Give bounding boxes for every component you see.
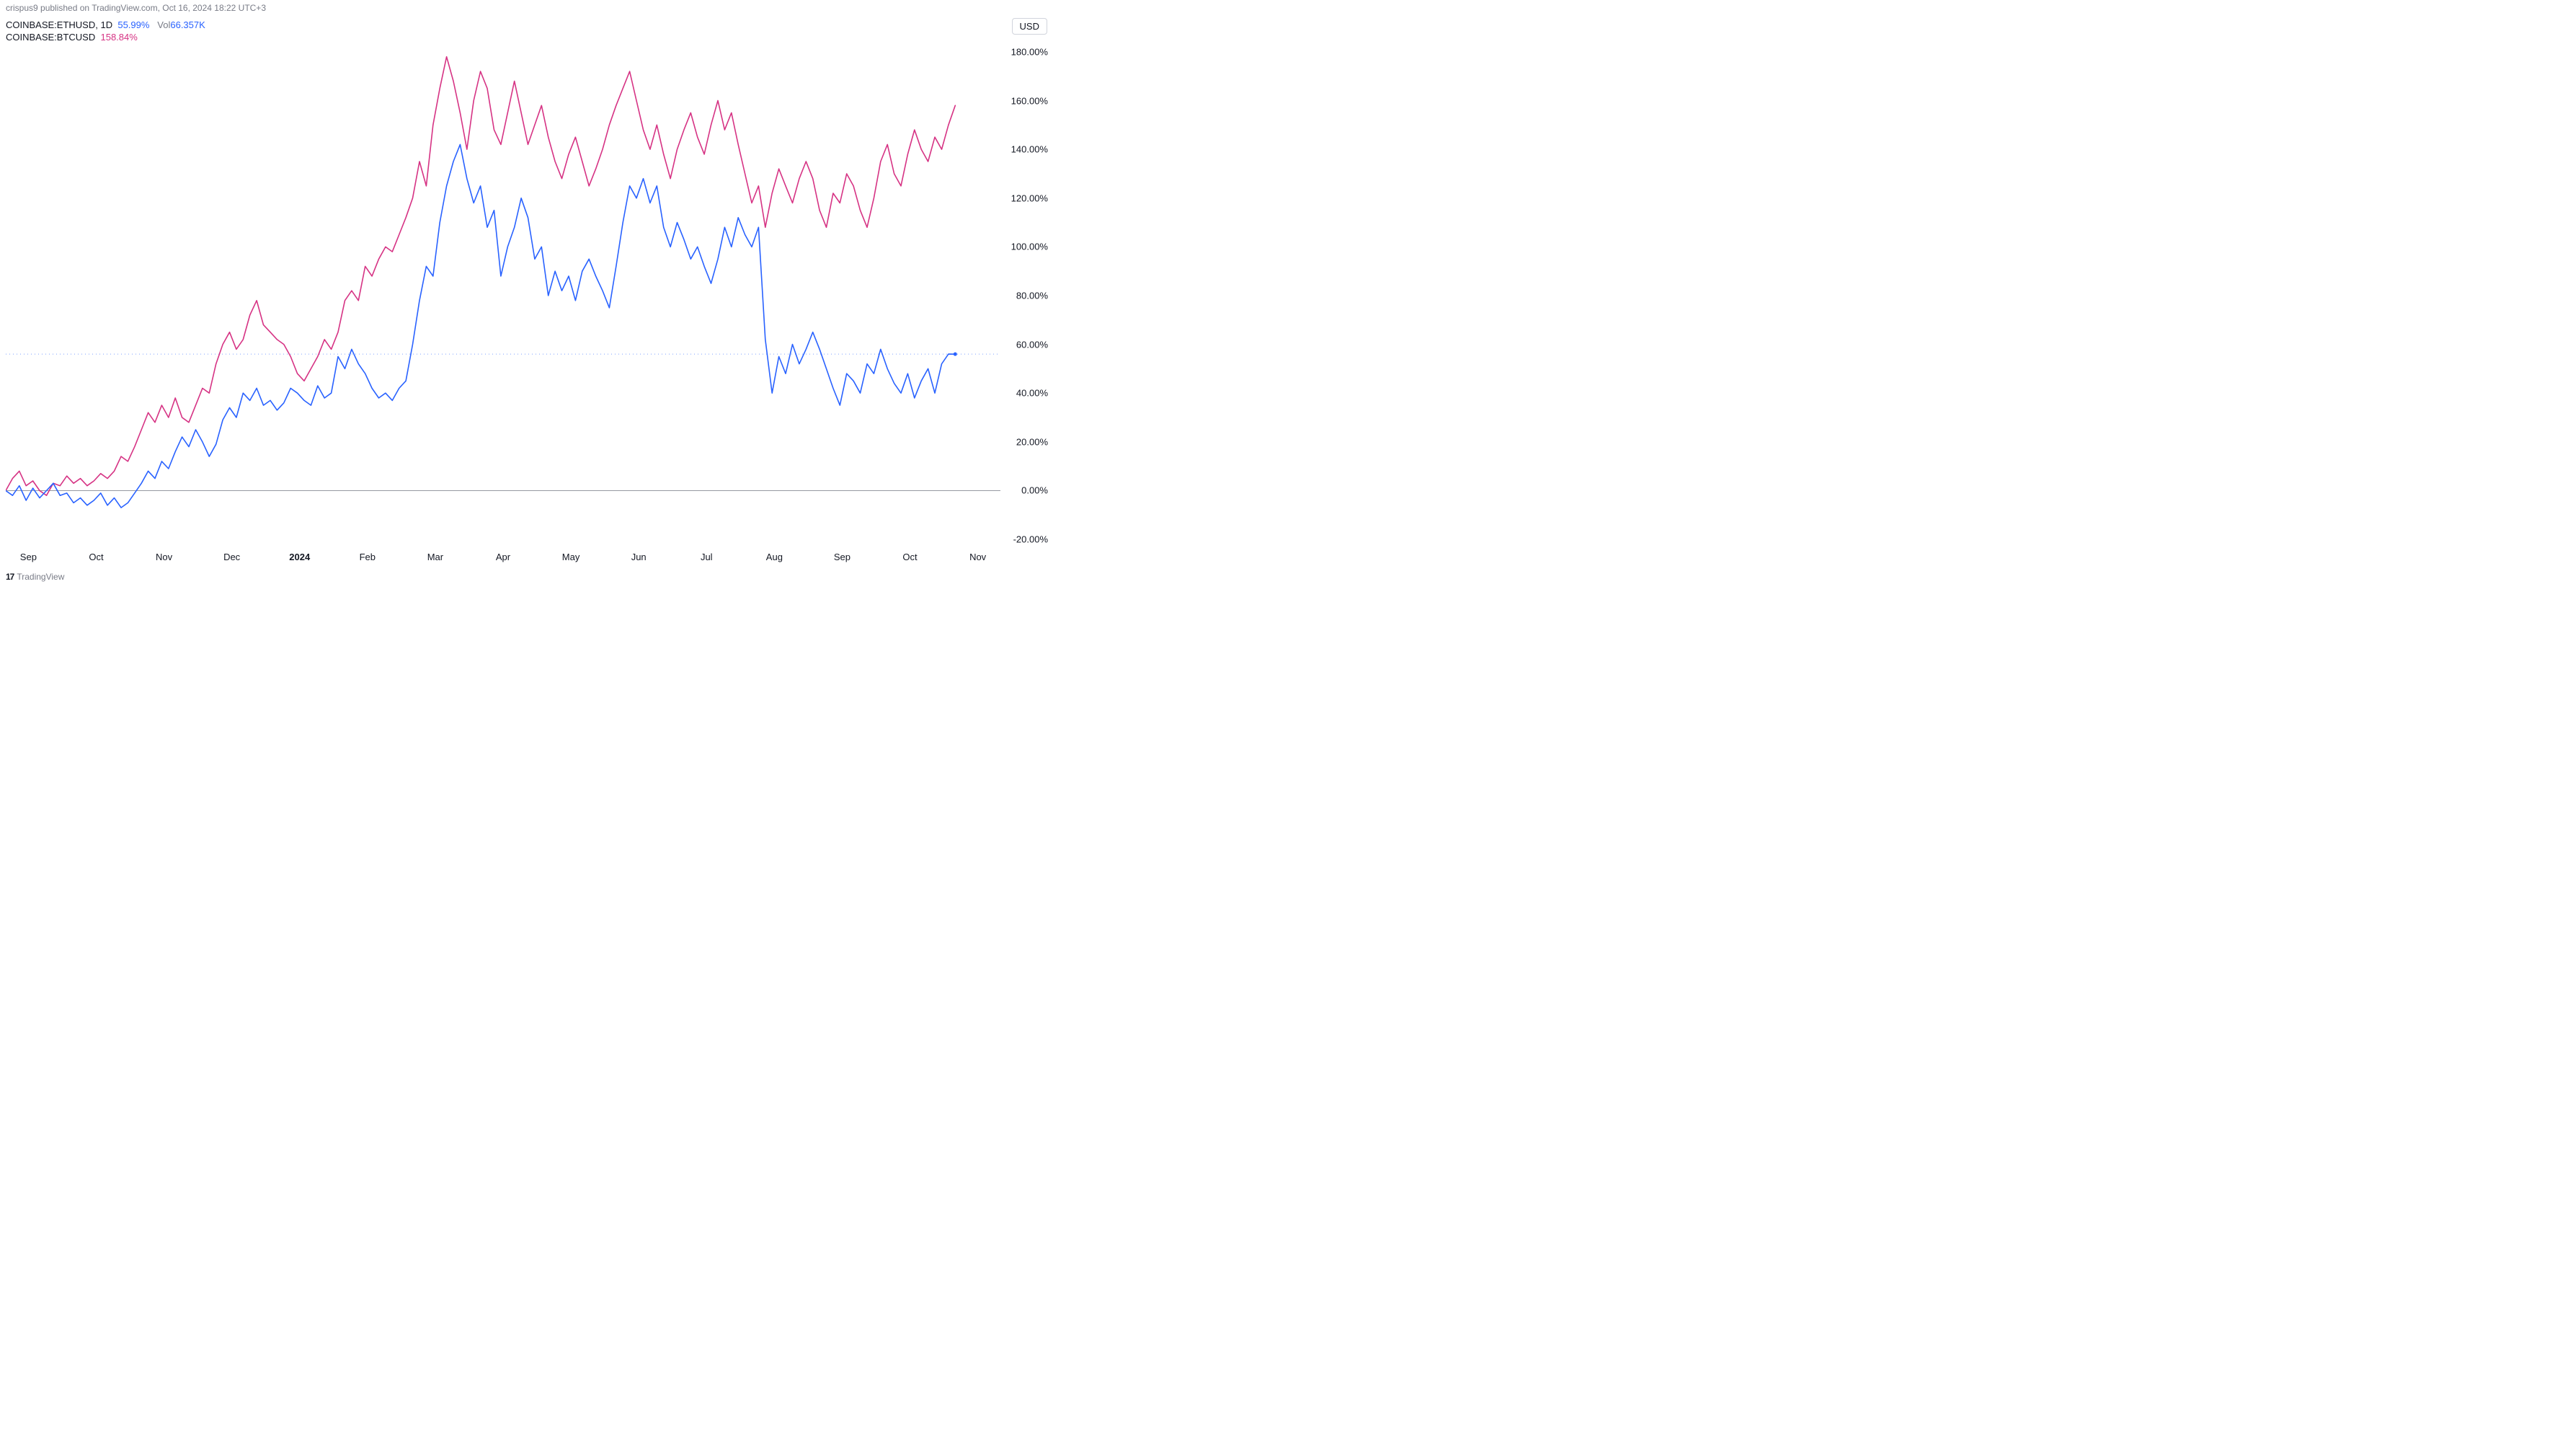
legend-vol-label: Vol <box>157 19 170 30</box>
tradingview-logo-icon: 17 <box>6 572 14 582</box>
legend-symbol: COINBASE:ETHUSD <box>6 19 95 30</box>
y-tick-label: 140.00% <box>1011 144 1048 155</box>
x-tick-label: May <box>562 552 580 562</box>
y-tick-label: 60.00% <box>1016 339 1048 350</box>
chart-svg <box>6 40 1000 552</box>
x-tick-label: Aug <box>766 552 783 562</box>
legend-eth-pct: 55.99% <box>117 19 149 30</box>
y-tick-label: 20.00% <box>1016 436 1048 447</box>
x-tick-label: Apr <box>496 552 510 562</box>
y-tick-label: 40.00% <box>1016 388 1048 399</box>
y-tick-label: 80.00% <box>1016 291 1048 301</box>
x-tick-label: Mar <box>427 552 443 562</box>
x-tick-label: Jul <box>701 552 713 562</box>
y-tick-label: 0.00% <box>1021 485 1048 496</box>
x-tick-label: Feb <box>360 552 376 562</box>
x-tick-label: Dec <box>223 552 240 562</box>
x-tick-label: Nov <box>156 552 172 562</box>
y-tick-label: 180.00% <box>1011 46 1048 57</box>
x-tick-label: Sep <box>20 552 37 562</box>
footer-branding[interactable]: 17 TradingView <box>6 572 64 582</box>
y-tick-label: -20.00% <box>1013 534 1048 545</box>
x-axis: Sep Oct Nov Dec 2024 Feb Mar Apr May Jun Jul Aug Sep… <box>6 552 1000 566</box>
x-tick-label: Oct <box>902 552 917 562</box>
chart-screenshot: crispus9 published on TradingView.com, O… <box>0 0 1054 585</box>
footer-text: TradingView <box>17 572 64 582</box>
legend-row-eth: COINBASE:ETHUSD, 1D 55.99% Vol66.357K <box>6 19 205 31</box>
y-tick-label: 160.00% <box>1011 95 1048 106</box>
currency-badge[interactable]: USD <box>1012 18 1047 35</box>
x-tick-label: Oct <box>89 552 103 562</box>
x-tick-label: Nov <box>969 552 986 562</box>
x-tick-label: 2024 <box>289 552 310 562</box>
legend-vol-value: 66.357K <box>170 19 205 30</box>
publish-info: crispus9 published on TradingView.com, O… <box>6 3 266 13</box>
y-tick-label: 100.00% <box>1011 242 1048 252</box>
x-tick-label: Jun <box>631 552 647 562</box>
y-tick-label: 120.00% <box>1011 193 1048 203</box>
y-axis: -20.00% 0.00% 20.00% 40.00% 60.00% 80.00% 100.… <box>1000 40 1051 552</box>
chart-plot-area[interactable] <box>6 40 1000 552</box>
legend-timeframe: 1D <box>100 19 112 30</box>
x-tick-label: Sep <box>834 552 850 562</box>
